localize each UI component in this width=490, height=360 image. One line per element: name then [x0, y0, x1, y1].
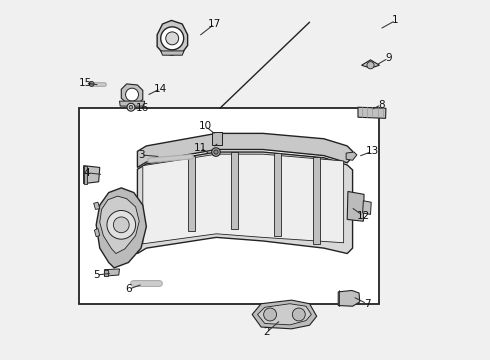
Text: 15: 15 — [79, 78, 92, 88]
Polygon shape — [252, 300, 317, 329]
Circle shape — [212, 148, 220, 156]
Bar — [188, 156, 195, 231]
Text: 1: 1 — [392, 15, 399, 26]
Circle shape — [107, 211, 136, 239]
Circle shape — [89, 81, 94, 86]
Text: 14: 14 — [154, 84, 168, 94]
Text: 2: 2 — [263, 327, 270, 337]
Bar — [274, 153, 281, 236]
Bar — [104, 270, 108, 276]
Polygon shape — [95, 228, 100, 237]
Circle shape — [125, 88, 139, 101]
Text: 11: 11 — [194, 143, 207, 153]
Text: 13: 13 — [366, 146, 379, 156]
Polygon shape — [122, 84, 143, 105]
Polygon shape — [258, 304, 311, 325]
Text: 17: 17 — [208, 19, 221, 29]
Polygon shape — [338, 291, 360, 306]
Text: 10: 10 — [199, 121, 212, 131]
Polygon shape — [100, 196, 139, 253]
Polygon shape — [358, 107, 386, 118]
Circle shape — [367, 62, 374, 69]
Polygon shape — [96, 188, 147, 268]
Polygon shape — [363, 201, 371, 215]
Text: 4: 4 — [84, 168, 91, 178]
Bar — [212, 132, 222, 145]
Text: 9: 9 — [385, 53, 392, 63]
Polygon shape — [120, 101, 145, 106]
Text: 5: 5 — [93, 270, 99, 280]
Text: 7: 7 — [364, 299, 370, 309]
Polygon shape — [137, 152, 353, 253]
Polygon shape — [84, 166, 100, 184]
Polygon shape — [362, 60, 379, 68]
Polygon shape — [137, 134, 353, 167]
Polygon shape — [347, 192, 364, 221]
Text: 12: 12 — [357, 211, 370, 221]
Circle shape — [129, 105, 133, 109]
Circle shape — [113, 217, 129, 233]
Circle shape — [293, 308, 305, 321]
Polygon shape — [346, 152, 357, 160]
Bar — [84, 166, 87, 184]
Bar — [79, 108, 379, 304]
Circle shape — [161, 27, 184, 50]
Polygon shape — [104, 269, 120, 276]
Polygon shape — [94, 202, 100, 210]
Circle shape — [127, 103, 135, 111]
Text: 16: 16 — [136, 103, 149, 113]
Circle shape — [214, 150, 218, 154]
Polygon shape — [157, 21, 188, 55]
Text: 6: 6 — [125, 284, 132, 294]
Polygon shape — [161, 51, 184, 55]
Polygon shape — [143, 154, 343, 244]
Text: 8: 8 — [378, 100, 385, 110]
Circle shape — [264, 308, 276, 321]
Bar — [313, 157, 320, 244]
Circle shape — [166, 32, 179, 45]
Text: 3: 3 — [138, 150, 145, 160]
Bar — [231, 152, 238, 229]
